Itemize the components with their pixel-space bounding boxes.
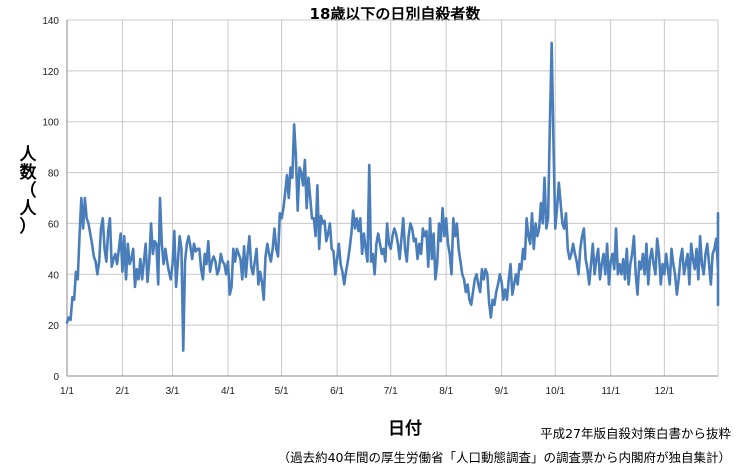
grid-lines [67, 19, 719, 376]
source-note: 平成27年版自殺対策白書から抜粋 [540, 426, 731, 441]
x-tick-label: 11/1 [601, 386, 620, 397]
y-axis-title: 人数（人） [20, 145, 38, 237]
y-tick-label: 100 [42, 118, 59, 129]
x-tick-label: 9/1 [495, 386, 509, 397]
x-tick-label: 5/1 [275, 386, 289, 397]
y-tick-labels: 0 20 40 60 80 100 120 140 [42, 16, 59, 383]
x-tick-label: 3/1 [166, 386, 180, 397]
x-tick-labels: 1/1 2/1 3/1 4/1 5/1 6/1 7/1 8/1 9/1 10/1 11/1 12/1 [60, 386, 674, 397]
series-line [65, 41, 720, 352]
x-tick-label: 4/1 [221, 386, 235, 397]
x-tick-label: 1/1 [60, 386, 74, 397]
series-layer [65, 41, 720, 352]
y-tick-label: 140 [42, 16, 59, 27]
x-tick-label: 2/1 [115, 386, 129, 397]
y-tick-label: 40 [48, 270, 60, 281]
chart-title: 18歳以下の日別自殺者数 [310, 5, 482, 23]
y-tick-label: 0 [53, 372, 59, 383]
x-tick-label: 12/1 [655, 386, 675, 397]
y-tick-label: 120 [42, 67, 59, 78]
y-tick-label: 60 [48, 219, 60, 230]
y-tick-label: 80 [48, 169, 60, 180]
axes [66, 20, 718, 377]
x-tick-label: 7/1 [384, 386, 398, 397]
x-tick-label: 6/1 [330, 386, 344, 397]
x-axis-title: 日付 [388, 418, 422, 439]
x-tick-label: 8/1 [439, 386, 453, 397]
source-subnote: （過去約40年間の厚生労働省「人口動態調査」の調査票から内閣府が独自集計） [278, 450, 731, 465]
y-tick-label: 20 [48, 321, 60, 332]
x-tick-label: 10/1 [546, 386, 566, 397]
